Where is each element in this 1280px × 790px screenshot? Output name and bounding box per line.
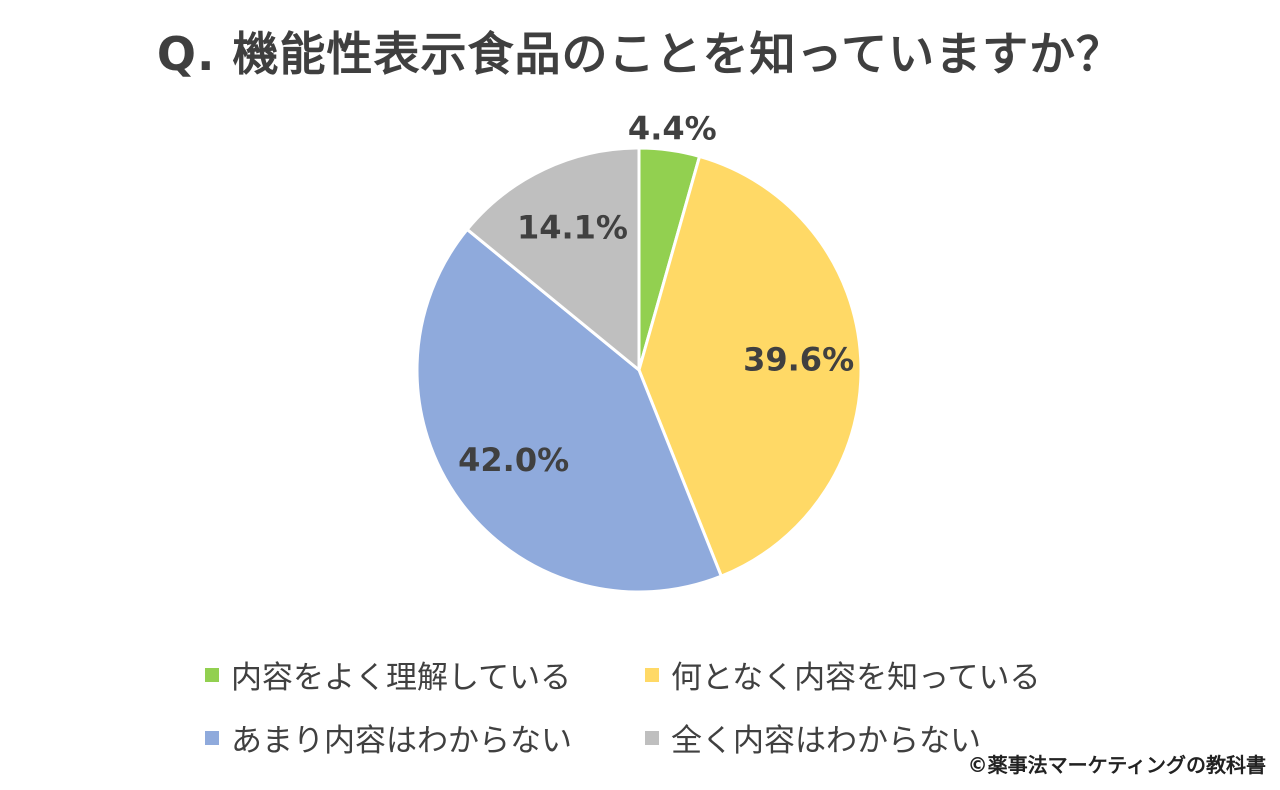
- data-label: 4.4%: [628, 109, 717, 147]
- legend-label: 内容をよく理解している: [231, 660, 572, 696]
- pie-chart: 4.4% 39.6% 42.0% 14.1%: [415, 109, 863, 594]
- data-label: 14.1%: [517, 209, 628, 247]
- legend-swatch: [205, 730, 219, 745]
- pie-slice: [415, 227, 724, 594]
- legend-swatch: [645, 730, 659, 745]
- legend-item: 全く内容はわからない: [645, 715, 1085, 760]
- data-label: 42.0%: [458, 441, 569, 479]
- legend: 内容をよく理解している 何となく内容を知っている あまり内容はわからない 全く内…: [205, 652, 1105, 760]
- legend-label: あまり内容はわからない: [231, 723, 572, 759]
- pie-slice: [465, 146, 641, 374]
- data-label: 39.6%: [743, 341, 854, 379]
- legend-item: あまり内容はわからない: [205, 715, 645, 760]
- chart-title: Q. 機能性表示食品のことを知っていますか？: [156, 27, 1124, 81]
- legend-label: 何となく内容を知っている: [671, 660, 1041, 696]
- pie-slice: [637, 154, 863, 579]
- legend-item: 何となく内容を知っている: [645, 652, 1085, 697]
- legend-item: 内容をよく理解している: [205, 652, 645, 697]
- copyright-credit: ©薬事法マーケティングの教科書: [967, 753, 1266, 777]
- legend-swatch: [205, 667, 219, 682]
- legend-label: 全く内容はわからない: [671, 723, 981, 759]
- legend-swatch: [645, 667, 659, 682]
